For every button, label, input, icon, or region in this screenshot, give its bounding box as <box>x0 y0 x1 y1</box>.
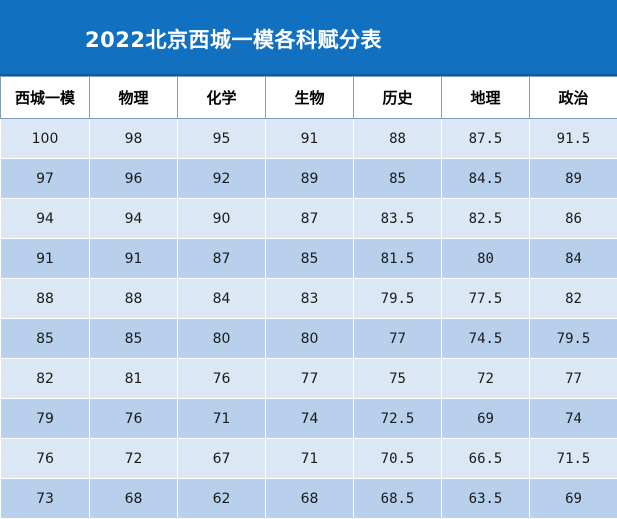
table-cell: 75 <box>354 359 442 399</box>
table-cell: 72.5 <box>354 399 442 439</box>
table-cell: 86 <box>530 199 617 239</box>
table-cell: 100 <box>1 119 90 159</box>
table-cell: 82.5 <box>442 199 530 239</box>
table-cell: 69 <box>530 479 617 519</box>
table-cell: 84 <box>530 239 617 279</box>
table-cell: 69 <box>442 399 530 439</box>
table-cell: 91 <box>90 239 178 279</box>
table-cell: 82 <box>530 279 617 319</box>
table-cell: 74 <box>266 399 354 439</box>
table-cell: 90 <box>178 199 266 239</box>
table-cell: 68 <box>90 479 178 519</box>
table-cell: 77 <box>266 359 354 399</box>
table-cell: 82 <box>1 359 90 399</box>
table-cell: 80 <box>178 319 266 359</box>
table-cell: 97 <box>1 159 90 199</box>
table-cell: 73 <box>1 479 90 519</box>
table-cell: 74 <box>530 399 617 439</box>
table-cell: 88 <box>1 279 90 319</box>
table-cell: 70.5 <box>354 439 442 479</box>
header-cell-history: 历史 <box>354 77 442 119</box>
table-cell: 95 <box>178 119 266 159</box>
table-cell: 94 <box>90 199 178 239</box>
table-cell: 71.5 <box>530 439 617 479</box>
table-cell: 88 <box>90 279 178 319</box>
header-cell-biology: 生物 <box>266 77 354 119</box>
table-cell: 67 <box>178 439 266 479</box>
table-cell: 88 <box>354 119 442 159</box>
table-cell: 91 <box>1 239 90 279</box>
table-cell: 94 <box>1 199 90 239</box>
table-cell: 72 <box>90 439 178 479</box>
table-cell: 74.5 <box>442 319 530 359</box>
table-cell: 96 <box>90 159 178 199</box>
table-cell: 85 <box>354 159 442 199</box>
table-cell: 81.5 <box>354 239 442 279</box>
header-cell-geography: 地理 <box>442 77 530 119</box>
header-cell-physics: 物理 <box>90 77 178 119</box>
page-title: 2022北京西城一模各科赋分表 <box>85 24 382 54</box>
table-cell: 79.5 <box>530 319 617 359</box>
table-cell: 72 <box>442 359 530 399</box>
table-cell: 89 <box>266 159 354 199</box>
table-cell: 87 <box>178 239 266 279</box>
table-cell: 87.5 <box>442 119 530 159</box>
table-cell: 85 <box>1 319 90 359</box>
table-cell: 91.5 <box>530 119 617 159</box>
table-cell: 83 <box>266 279 354 319</box>
table-cell: 62 <box>178 479 266 519</box>
table-cell: 71 <box>178 399 266 439</box>
table-cell: 87 <box>266 199 354 239</box>
table-cell: 85 <box>90 319 178 359</box>
header-cell-exam: 西城一模 <box>1 77 90 119</box>
table-cell: 68 <box>266 479 354 519</box>
table-cell: 63.5 <box>442 479 530 519</box>
title-bar: 2022北京西城一模各科赋分表 <box>0 0 617 76</box>
table-cell: 92 <box>178 159 266 199</box>
table-cell: 81 <box>90 359 178 399</box>
table-cell: 80 <box>266 319 354 359</box>
table-cell: 77.5 <box>442 279 530 319</box>
table-cell: 77 <box>354 319 442 359</box>
table-cell: 89 <box>530 159 617 199</box>
table-cell: 76 <box>90 399 178 439</box>
header-cell-politics: 政治 <box>530 77 617 119</box>
table-cell: 83.5 <box>354 199 442 239</box>
table-cell: 79.5 <box>354 279 442 319</box>
table-cell: 76 <box>1 439 90 479</box>
table-cell: 84 <box>178 279 266 319</box>
table-cell: 79 <box>1 399 90 439</box>
table-cell: 80 <box>442 239 530 279</box>
table-cell: 98 <box>90 119 178 159</box>
table-cell: 84.5 <box>442 159 530 199</box>
header-row: 西城一模 物理 化学 生物 历史 地理 政治 <box>1 77 617 119</box>
table-cell: 71 <box>266 439 354 479</box>
table-cell: 68.5 <box>354 479 442 519</box>
table-cell: 66.5 <box>442 439 530 479</box>
table-cell: 76 <box>178 359 266 399</box>
table-cell: 85 <box>266 239 354 279</box>
header-cell-chemistry: 化学 <box>178 77 266 119</box>
table-cell: 91 <box>266 119 354 159</box>
table-cell: 77 <box>530 359 617 399</box>
